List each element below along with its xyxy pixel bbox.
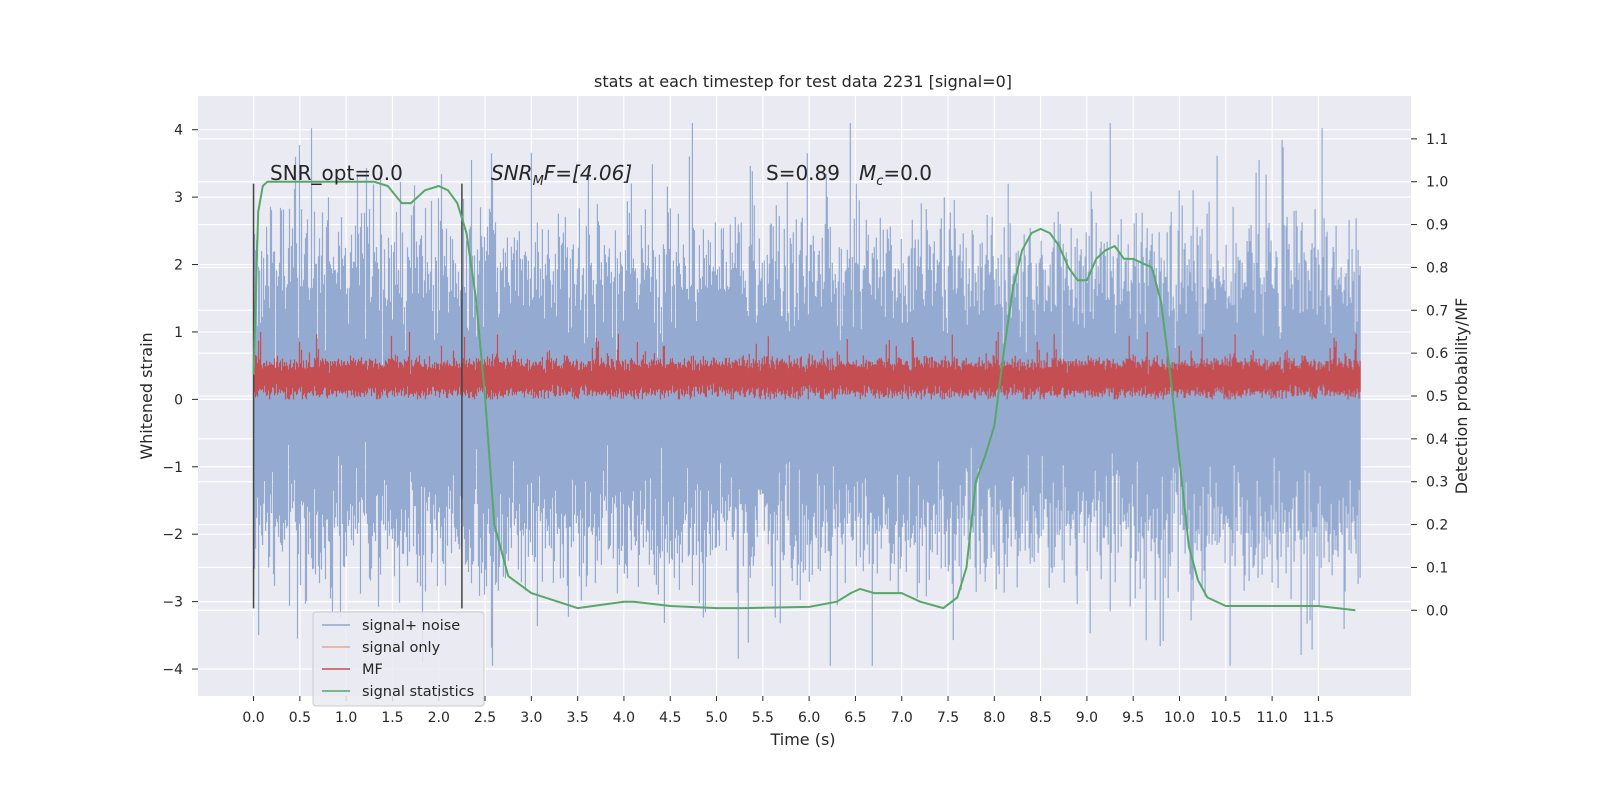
chart-title: stats at each timestep for test data 223… — [594, 72, 1012, 91]
y-tick-label: 3 — [174, 190, 183, 206]
annotation-mc-main: M — [859, 161, 876, 185]
legend-label-mf: MF — [362, 662, 383, 678]
x-tick-label: 9.0 — [1076, 710, 1098, 726]
x-tick-label: 0.5 — [289, 710, 311, 726]
y-tick-label: 2 — [174, 258, 183, 274]
x-tick-label: 1.0 — [335, 710, 357, 726]
y-axis-label: Whitened strain — [137, 332, 156, 459]
y-tick-label: 0 — [174, 392, 183, 408]
y-right-tick-label: 1.1 — [1426, 132, 1448, 148]
legend-label-signal-noise: signal+ noise — [362, 618, 460, 634]
y-right-tick-label: 0.9 — [1426, 218, 1448, 234]
y-right-tick-label: 1.0 — [1426, 175, 1448, 191]
y-right-tick-label: 0.4 — [1426, 432, 1448, 448]
annotation-snr-opt: SNR_opt=0.0 — [270, 161, 403, 185]
legend-label-signal-statistics: signal statistics — [362, 684, 474, 700]
legend-box — [312, 611, 485, 707]
x-tick-label: 11.5 — [1303, 710, 1334, 726]
vertical-markers — [252, 183, 463, 609]
y-tick-label: −4 — [162, 662, 183, 678]
annotation-snr-mf-sub: M — [533, 174, 544, 189]
y-axis-ticks: 4 3 2 1 0 −1 −2 −3 −4 — [162, 123, 198, 678]
annotation-snr-mf-tail: F=[4.06] — [544, 161, 632, 185]
x-tick-label: 5.0 — [705, 710, 727, 726]
x-tick-label: 11.0 — [1257, 710, 1288, 726]
y-axis-right-label: Detection probability/MF — [1452, 298, 1471, 495]
x-tick-label: 7.5 — [937, 710, 959, 726]
y-right-tick-label: 0.0 — [1426, 603, 1448, 619]
annotation-snr-mf-main: SNR — [491, 161, 533, 185]
annotation-mc-sub: c — [876, 174, 883, 189]
y-right-tick-label: 0.7 — [1426, 303, 1448, 319]
legend-label-signal-only: signal only — [362, 640, 441, 656]
x-tick-label: 7.0 — [891, 710, 913, 726]
y-right-tick-label: 0.1 — [1426, 560, 1448, 576]
y-right-tick-label: 0.8 — [1426, 260, 1448, 276]
x-tick-label: 2.0 — [428, 710, 450, 726]
x-tick-label: 4.5 — [659, 710, 681, 726]
y-right-tick-label: 0.3 — [1426, 475, 1448, 491]
annotation-mc: Mc=0.0 — [859, 161, 932, 189]
y-tick-label: −2 — [162, 527, 183, 543]
x-tick-label: 9.5 — [1122, 710, 1144, 726]
x-axis-ticks: 0.0 0.5 1.0 1.5 2.0 2.5 3.0 3.5 4.0 4.5 5.0 5.5 6.0 6… — [242, 696, 1334, 726]
x-axis-label: Time (s) — [769, 730, 835, 749]
x-tick-label: 10.5 — [1210, 710, 1241, 726]
x-tick-label: 5.5 — [752, 710, 774, 726]
x-tick-label: 8.0 — [983, 710, 1005, 726]
legend: signal+ noise signal only MF signal stat… — [312, 611, 485, 707]
x-tick-label: 4.0 — [613, 710, 635, 726]
annotation-mc-tail: =0.0 — [883, 161, 932, 185]
annotation-s: S=0.89 — [766, 161, 840, 185]
y-tick-label: 1 — [174, 325, 183, 341]
y-tick-label: −3 — [162, 595, 183, 611]
x-tick-label: 3.0 — [520, 710, 542, 726]
annotation-snr-mf: SNRMF=[4.06] — [491, 161, 632, 189]
y-tick-label: 4 — [174, 123, 183, 139]
series-line-signal-statistics — [252, 180, 1356, 612]
x-tick-label: 6.0 — [798, 710, 820, 726]
y-right-tick-label: 0.2 — [1426, 518, 1448, 534]
x-tick-label: 3.5 — [567, 710, 589, 726]
x-tick-label: 0.0 — [242, 710, 264, 726]
x-tick-label: 2.5 — [474, 710, 496, 726]
x-tick-label: 10.0 — [1164, 710, 1195, 726]
y-right-tick-label: 0.6 — [1426, 346, 1448, 362]
x-tick-label: 8.5 — [1029, 710, 1051, 726]
y-right-tick-label: 0.5 — [1426, 389, 1448, 405]
y-axis-right-ticks: 1.1 1.0 0.9 0.8 0.7 0.6 0.5 0.4 0.3 0.2 0.1 0.0 — [1411, 132, 1448, 619]
y-tick-label: −1 — [162, 460, 183, 476]
x-tick-label: 6.5 — [844, 710, 866, 726]
signal-statistics-series — [252, 180, 1356, 612]
x-tick-label: 1.5 — [381, 710, 403, 726]
